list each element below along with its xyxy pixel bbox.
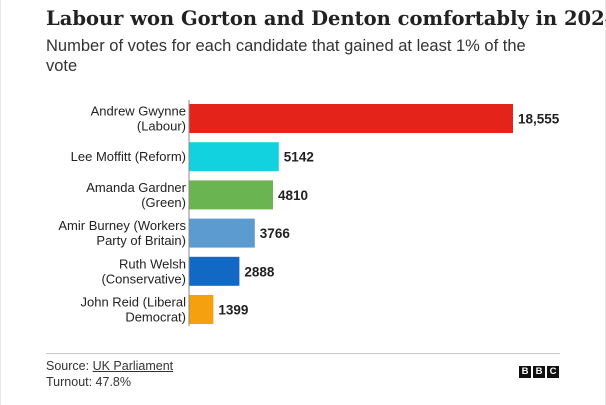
category-label-0: Andrew Gwynne (Labour) [91,104,186,134]
turnout-note: Turnout: 47.8% [46,375,132,389]
chart-subtitle: Number of votes for each candidate that … [46,37,526,75]
logo-letter-c: C [547,366,559,378]
value-label-4: 2888 [244,264,275,279]
value-label-3: 3766 [260,226,291,241]
footer-divider [46,353,560,354]
category-label-1: Lee Moffitt (Reform) [71,149,186,164]
bar-1 [189,142,279,172]
value-label-0: 18,555 [518,112,560,127]
left-border [0,0,1,405]
logo-letter-b1: B [519,366,531,378]
bar-5 [189,295,214,324]
source-note: Source: UK Parliament [46,359,173,374]
logo-letter-b2: B [533,366,545,378]
source-link[interactable]: UK Parliament [92,359,174,373]
value-label-1: 5142 [284,150,314,165]
bar-2 [189,180,273,210]
category-label-3: Amir Burney (Workers Party of Britain) [58,218,186,248]
category-label-2: Amanda Gardner (Green) [86,180,186,210]
value-label-2: 4810 [278,188,308,203]
chart-title: Labour won Gorton and Denton comfortably… [46,7,606,30]
source-prefix: Source: [46,359,93,373]
bar-4 [189,256,240,286]
bar-0 [189,104,513,133]
bar-3 [189,218,255,248]
category-label-4: Ruth Welsh (Conservative) [101,256,186,286]
category-label-5: John Reid (Liberal Democrat) [80,295,186,325]
value-label-5: 1399 [218,303,248,318]
bbc-logo: B B C [519,366,559,378]
